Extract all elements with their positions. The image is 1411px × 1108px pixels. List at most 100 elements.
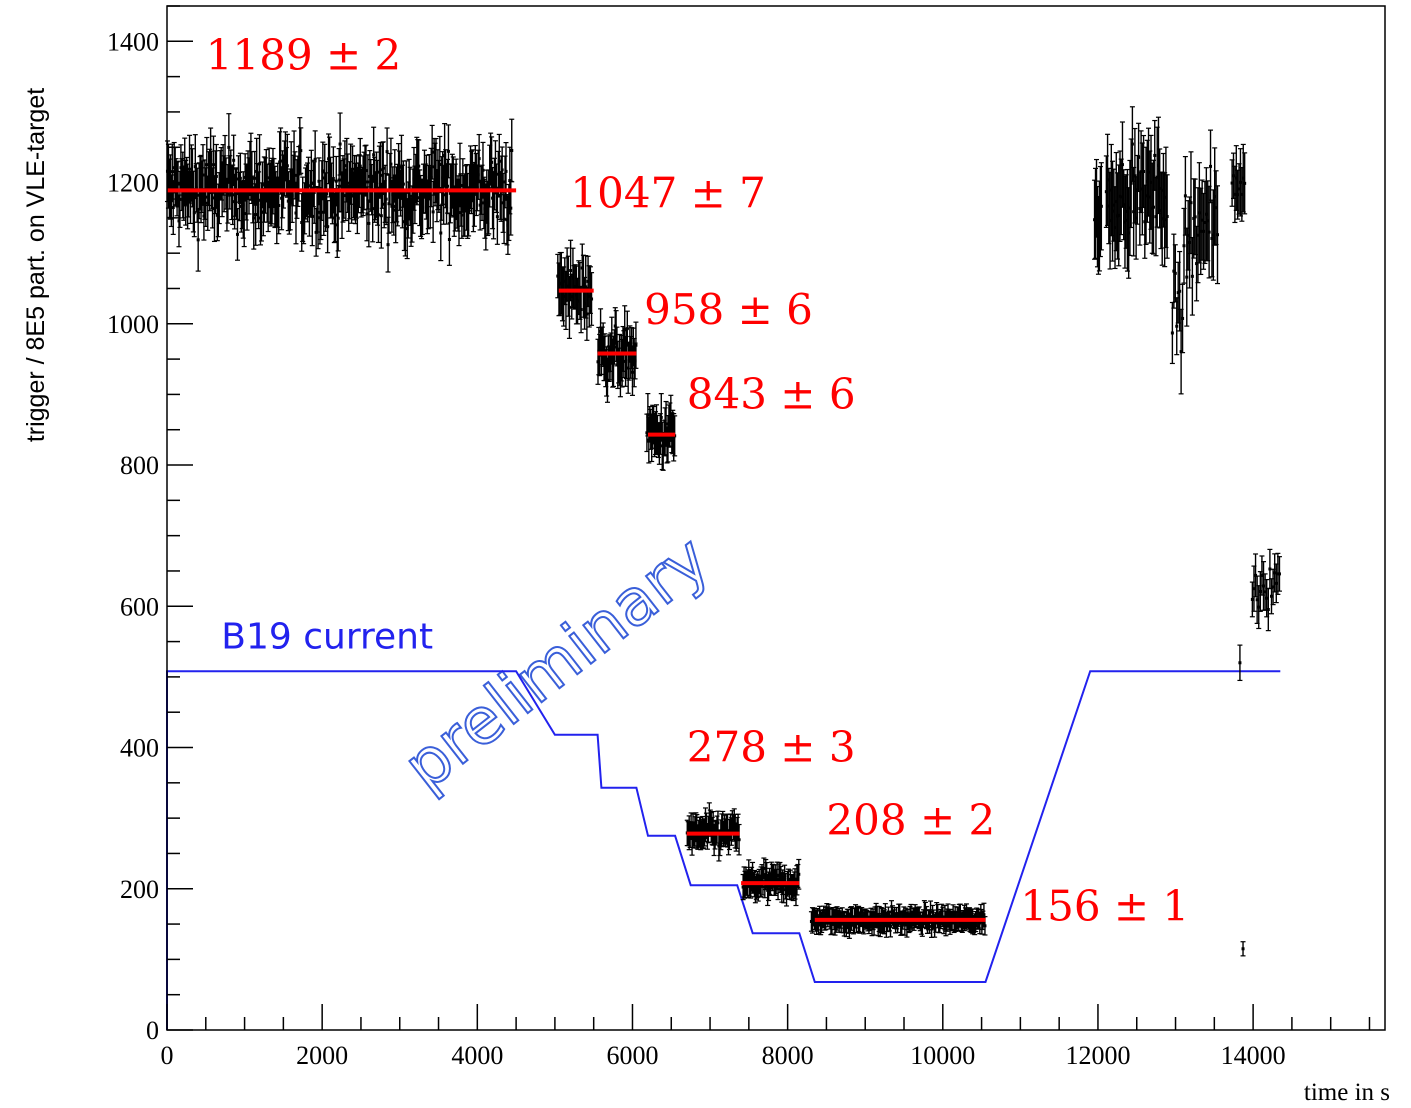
data-marker — [248, 166, 252, 170]
data-marker — [1206, 219, 1210, 223]
data-marker — [751, 876, 755, 880]
data-marker — [379, 214, 383, 218]
data-marker — [420, 207, 424, 211]
data-marker — [898, 912, 902, 916]
data-marker — [470, 174, 474, 178]
data-marker — [782, 888, 786, 892]
data-marker — [862, 921, 866, 925]
data-marker — [590, 297, 594, 301]
data-marker — [257, 198, 261, 202]
data-marker — [696, 835, 700, 839]
data-marker — [428, 195, 432, 199]
data-point — [252, 150, 258, 206]
data-marker — [431, 210, 435, 214]
y-tick-label: 1000 — [107, 310, 159, 339]
data-marker — [1193, 215, 1197, 219]
data-marker — [720, 828, 724, 832]
data-marker — [747, 872, 751, 876]
data-marker — [331, 178, 335, 182]
data-marker — [509, 206, 513, 210]
data-marker — [276, 193, 280, 197]
data-marker — [695, 829, 699, 833]
data-marker — [380, 173, 384, 177]
data-marker — [336, 216, 340, 220]
data-marker — [1257, 605, 1261, 609]
data-marker — [419, 204, 423, 208]
data-marker — [465, 195, 469, 199]
data-marker — [459, 198, 463, 202]
data-marker — [474, 183, 478, 187]
data-marker — [1170, 331, 1174, 335]
data-marker — [481, 168, 485, 172]
data-point — [1212, 147, 1218, 246]
data-marker — [461, 184, 465, 188]
data-marker — [445, 192, 449, 196]
data-marker — [911, 915, 915, 919]
data-marker — [188, 167, 192, 171]
data-marker — [1266, 607, 1270, 611]
data-point — [1106, 167, 1112, 245]
data-marker — [472, 192, 476, 196]
data-marker — [303, 206, 307, 210]
data-marker — [280, 196, 284, 200]
data-point — [1094, 158, 1100, 238]
data-marker — [727, 841, 731, 845]
x-tick-label: 10000 — [910, 1041, 975, 1070]
data-marker — [860, 915, 864, 919]
data-marker — [730, 820, 734, 824]
data-marker — [631, 345, 635, 349]
data-marker — [1165, 215, 1169, 219]
data-marker — [437, 184, 441, 188]
data-marker — [1098, 210, 1102, 214]
data-marker — [253, 176, 257, 180]
data-marker — [613, 324, 617, 328]
data-marker — [621, 347, 625, 351]
data-marker — [378, 168, 382, 172]
data-marker — [283, 154, 287, 158]
data-marker — [902, 914, 906, 918]
data-marker — [267, 176, 271, 180]
data-marker — [618, 358, 622, 362]
data-marker — [1183, 194, 1187, 198]
data-marker — [1153, 153, 1157, 157]
data-marker — [172, 166, 176, 170]
data-marker — [243, 175, 247, 179]
data-point — [1096, 180, 1102, 272]
data-marker — [1241, 176, 1245, 180]
data-point — [258, 182, 264, 242]
data-marker — [1093, 218, 1097, 222]
data-marker — [476, 173, 480, 177]
data-marker — [1197, 211, 1201, 215]
data-marker — [1182, 244, 1186, 248]
data-marker — [664, 422, 668, 426]
data-point — [1189, 236, 1195, 316]
data-marker — [250, 176, 254, 180]
data-point — [1251, 565, 1257, 612]
data-marker — [872, 922, 876, 926]
data-marker — [825, 912, 829, 916]
data-marker — [484, 215, 488, 219]
data-marker — [424, 185, 428, 189]
data-marker — [488, 174, 492, 178]
data-marker — [277, 203, 281, 207]
data-marker — [1210, 236, 1214, 240]
data-point — [629, 348, 635, 396]
fit-label: 156 ± 1 — [1020, 882, 1189, 931]
data-marker — [1163, 218, 1167, 222]
data-marker — [708, 821, 712, 825]
data-marker — [750, 877, 754, 881]
data-marker — [477, 157, 481, 161]
data-marker — [271, 179, 275, 183]
data-marker — [617, 364, 621, 368]
data-marker — [610, 338, 614, 342]
current-curve-label: B19 current — [221, 617, 433, 658]
data-marker — [689, 824, 693, 828]
data-marker — [1188, 240, 1192, 244]
data-marker — [796, 874, 800, 878]
data-marker — [982, 913, 986, 917]
data-marker — [266, 204, 270, 208]
data-marker — [941, 915, 945, 919]
data-marker — [494, 186, 498, 190]
data-marker — [734, 835, 738, 839]
data-marker — [446, 149, 450, 153]
